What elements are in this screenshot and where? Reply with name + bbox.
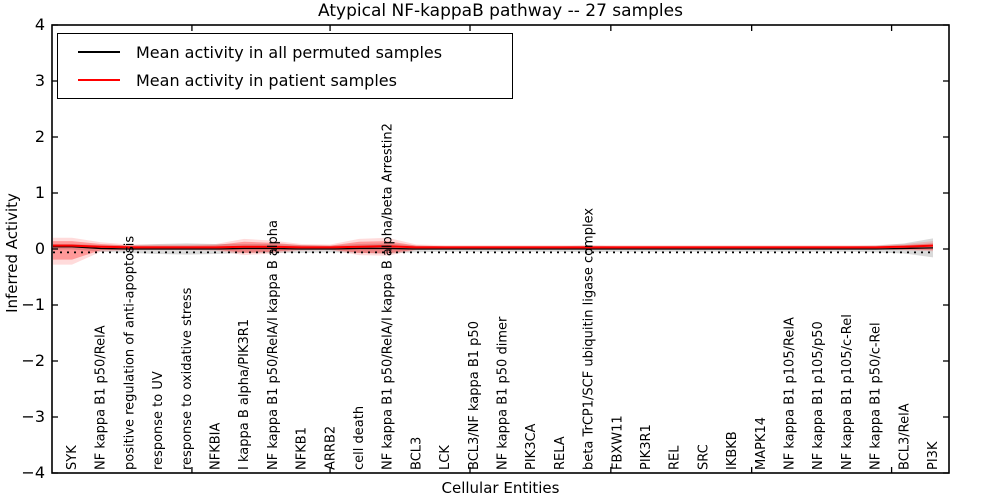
x-category-label: NF kappa B1 p105/c-Rel [840,314,855,470]
patient-outer-band [53,237,933,265]
legend-item-permuted: Mean activity in all permuted samples [68,38,502,66]
x-category-label: positive regulation of anti-apoptosis [122,236,137,470]
y-tick-label: −2 [21,351,45,370]
x-category-label: PI3K [926,441,941,470]
x-category-label: NF kappa B1 p105/p50 [811,321,826,470]
y-tick-label: 0 [35,239,45,258]
x-category-label: MAPK14 [754,417,769,470]
x-category-label: SYK [65,445,80,470]
legend-label-permuted: Mean activity in all permuted samples [136,42,443,62]
x-axis-title: Cellular Entities [441,479,560,497]
series-mean-activity-in-patient-samples-line [53,244,934,249]
legend-label-patient: Mean activity in patient samples [136,70,397,90]
y-tick-label: 1 [35,183,45,202]
y-tick-label: 4 [35,15,45,34]
x-category-label: NFKB1 [295,427,310,470]
x-category-label: ARRB2 [323,426,338,470]
x-category-label: SRC [696,444,711,470]
x-category-label: NF kappa B1 p50/RelA [94,325,109,470]
x-category-label: REL [668,445,683,470]
x-category-label: NF kappa B1 p50 dimer [496,316,511,470]
x-category-label: NFKBIA [209,423,224,470]
x-category-label: NF kappa B1 p105/RelA [783,317,798,470]
x-category-label: LCK [438,445,453,470]
x-category-label: NF kappa B1 p50/RelA/I kappa B alpha [266,220,281,470]
legend-item-patient: Mean activity in patient samples [68,66,502,94]
chart-title: Atypical NF-kappaB pathway -- 27 samples [318,1,683,21]
x-category-label: cell death [352,406,367,470]
x-category-label: BCL3/NF kappa B1 p50 [467,321,482,470]
x-category-label: response to UV [151,371,166,470]
x-category-label: beta TrCP1/SCF ubiquitin ligase complex [582,208,597,470]
x-category-label: IKBKB [725,431,740,470]
x-category-label: BCL3/RelA [897,403,912,470]
y-tick-label: 3 [35,71,45,90]
legend: Mean activity in all permuted samples Me… [57,33,513,99]
y-tick-label: −4 [21,463,45,482]
x-category-label: NF kappa B1 p50/RelA/I kappa B alpha/bet… [381,123,396,470]
y-tick-label: −3 [21,407,45,426]
x-category-label: response to oxidative stress [180,287,195,470]
x-category-label: I kappa B alpha/PIK3R1 [237,319,252,470]
legend-line-patient-icon [78,79,120,81]
y-tick-label: 2 [35,127,45,146]
legend-line-permuted-icon [78,51,120,53]
series-mean-activity-in-all-permuted-samples-line [53,246,934,250]
x-category-label: FBXW11 [610,415,625,470]
x-category-label: PIK3CA [524,423,539,470]
x-category-label: PIK3R1 [639,424,654,470]
x-category-label: BCL3 [409,437,424,470]
x-category-label: RELA [553,436,568,470]
x-category-label: NF kappa B1 p50/c-Rel [869,322,884,470]
y-tick-label: −1 [21,295,45,314]
